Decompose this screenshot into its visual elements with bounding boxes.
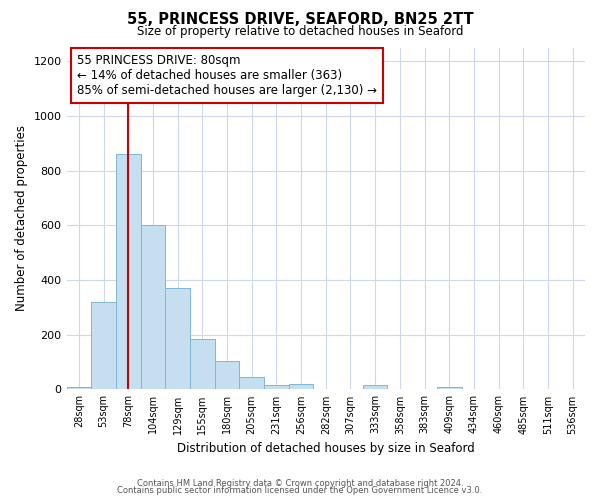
Text: Contains HM Land Registry data © Crown copyright and database right 2024.: Contains HM Land Registry data © Crown c… xyxy=(137,478,463,488)
Bar xyxy=(91,302,116,390)
Bar xyxy=(116,154,140,390)
Bar xyxy=(165,288,190,390)
Bar xyxy=(289,384,313,390)
Y-axis label: Number of detached properties: Number of detached properties xyxy=(15,126,28,312)
Bar xyxy=(363,386,388,390)
Bar xyxy=(264,386,289,390)
Bar xyxy=(190,339,215,390)
Bar xyxy=(215,360,239,390)
Text: 55 PRINCESS DRIVE: 80sqm
← 14% of detached houses are smaller (363)
85% of semi-: 55 PRINCESS DRIVE: 80sqm ← 14% of detach… xyxy=(77,54,377,98)
Text: 55, PRINCESS DRIVE, SEAFORD, BN25 2TT: 55, PRINCESS DRIVE, SEAFORD, BN25 2TT xyxy=(127,12,473,28)
Bar xyxy=(140,226,165,390)
Bar xyxy=(239,377,264,390)
Text: Contains public sector information licensed under the Open Government Licence v3: Contains public sector information licen… xyxy=(118,486,482,495)
Bar xyxy=(437,386,461,390)
Text: Size of property relative to detached houses in Seaford: Size of property relative to detached ho… xyxy=(137,25,463,38)
X-axis label: Distribution of detached houses by size in Seaford: Distribution of detached houses by size … xyxy=(177,442,475,455)
Bar xyxy=(67,386,91,390)
